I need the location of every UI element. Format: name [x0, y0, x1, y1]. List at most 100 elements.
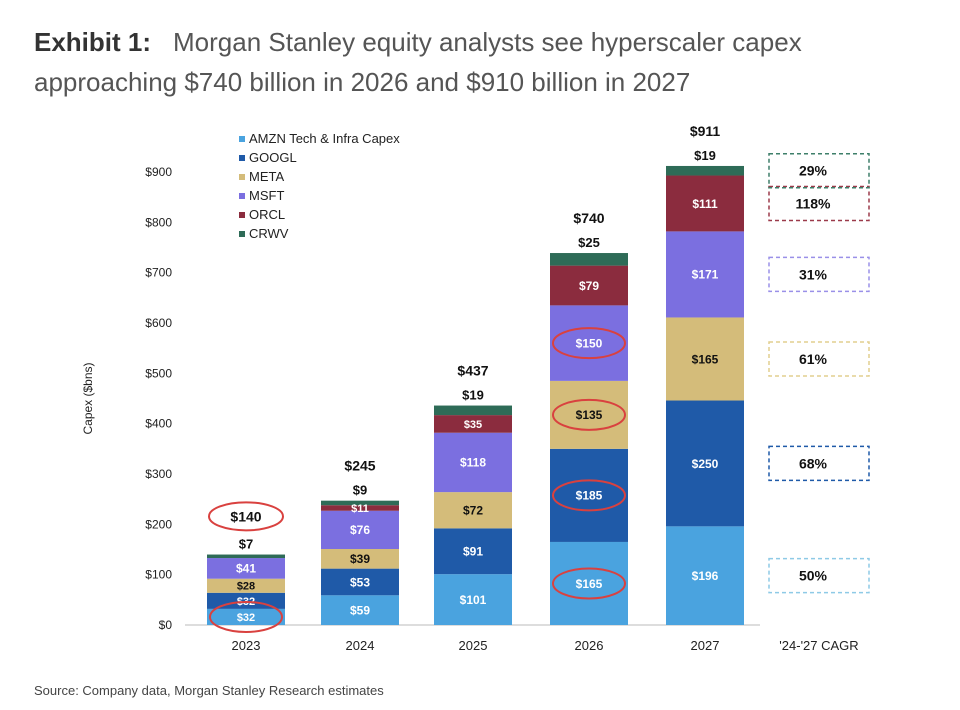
bar-segment-msft [207, 558, 285, 579]
y-axis-title: Capex ($bns) [81, 362, 95, 434]
bar-segment-label: $165 [692, 352, 719, 366]
bar-segment-amzn [207, 608, 285, 625]
bar-segment-meta [550, 380, 628, 449]
bar-segment-crwv [666, 165, 744, 176]
legend-swatch [239, 193, 245, 199]
bar-segment-crwv [321, 500, 399, 506]
bar-top-segment-label: $19 [462, 388, 484, 403]
cagr-value: 29% [799, 163, 828, 179]
source-note: Source: Company data, Morgan Stanley Res… [34, 683, 384, 698]
highlight-ellipse [208, 501, 284, 532]
bar-total-label: $140 [230, 508, 261, 524]
bar-segment-googl [321, 568, 399, 596]
legend-label: GOOGL [249, 150, 297, 165]
bar-segment-label: $171 [692, 268, 719, 282]
cagr-value: 50% [799, 568, 828, 584]
bar-segment-amzn [666, 526, 744, 625]
bar-segment-label: $28 [237, 581, 255, 593]
bar-segment-googl [434, 528, 512, 575]
cagr-value: 68% [799, 455, 828, 471]
bar-segment-googl [666, 400, 744, 527]
legend-swatch [239, 231, 245, 237]
bar-segment-orcl [321, 505, 399, 511]
bar-segment-label: $53 [350, 575, 370, 589]
y-tick-label: $300 [145, 467, 172, 481]
bar-segment-msft [321, 510, 399, 549]
bar-segment-label: $135 [576, 408, 603, 422]
highlight-ellipse [209, 600, 283, 633]
y-tick-label: $100 [145, 568, 172, 582]
bar-segment-meta [666, 317, 744, 401]
bar-segment-orcl [550, 265, 628, 306]
exhibit-label: Exhibit 1: [34, 27, 152, 57]
y-tick-label: $900 [145, 165, 172, 179]
bar-segment-label: $150 [576, 336, 603, 350]
bar-top-segment-label: $7 [239, 537, 253, 552]
bar-segment-label: $39 [350, 552, 370, 566]
bar-total-label: $245 [344, 458, 375, 474]
y-tick-label: $700 [145, 266, 172, 280]
legend-label: ORCL [249, 207, 285, 222]
bar-segment-label: $32 [237, 612, 255, 624]
bar-segment-label: $11 [351, 503, 369, 515]
cagr-box [768, 256, 870, 293]
bar-segment-label: $185 [576, 489, 603, 503]
x-tick-label: 2023 [232, 638, 261, 653]
bar-top-segment-label: $9 [353, 483, 367, 498]
bar-segment-label: $250 [692, 457, 719, 471]
x-tick-label: 2024 [346, 638, 375, 653]
bar-segment-orcl [666, 175, 744, 232]
bar-segment-meta [434, 492, 512, 529]
cagr-box [768, 341, 870, 377]
bar-segment-crwv [434, 405, 512, 416]
cagr-box [768, 445, 870, 482]
bar-segment-label: $91 [463, 545, 483, 559]
legend-swatch [239, 174, 245, 180]
x-tick-label: 2025 [459, 638, 488, 653]
y-tick-label: $200 [145, 517, 172, 531]
cagr-box [768, 557, 870, 594]
legend-label: CRWV [249, 226, 289, 241]
bar-segment-msft [434, 432, 512, 493]
bar-segment-label: $41 [236, 562, 256, 576]
highlight-ellipse [552, 479, 626, 512]
cagr-box [768, 185, 870, 222]
x-tick-label: 2027 [691, 638, 720, 653]
bar-segment-label: $111 [692, 197, 718, 211]
bar-segment-orcl [434, 415, 512, 433]
cagr-value: 61% [799, 351, 828, 367]
bar-segment-msft [666, 231, 744, 318]
bar-total-label: $437 [457, 363, 488, 379]
legend-label: AMZN Tech & Infra Capex [249, 131, 400, 146]
legend-label: MSFT [249, 188, 284, 203]
bar-segment-amzn [434, 574, 512, 625]
bar-segment-label: $196 [692, 569, 719, 583]
y-tick-label: $500 [145, 366, 172, 380]
bar-segment-meta [321, 548, 399, 569]
highlight-ellipse [552, 327, 626, 360]
x-tick-label-cagr: '24-'27 CAGR [779, 638, 858, 653]
bar-segment-label: $165 [576, 577, 603, 591]
bar-segment-label: $101 [460, 593, 487, 607]
y-tick-label: $800 [145, 215, 172, 229]
bar-segment-amzn [550, 541, 628, 625]
x-tick-label: 2026 [575, 638, 604, 653]
cagr-value: 118% [795, 195, 831, 211]
bar-top-segment-label: $25 [578, 235, 600, 250]
legend-swatch [239, 212, 245, 218]
legend-swatch [239, 136, 245, 142]
chart-title: Exhibit 1: Morgan Stanley equity analysts… [34, 22, 944, 102]
cagr-box [768, 152, 870, 189]
exhibit-title: Morgan Stanley equity analysts see hyper… [34, 27, 802, 97]
y-tick-label: $400 [145, 417, 172, 431]
bar-segment-amzn [321, 595, 399, 625]
bar-segment-label: $79 [579, 279, 599, 293]
legend-swatch [239, 155, 245, 161]
bar-segment-label: $118 [460, 456, 486, 470]
bar-segment-crwv [207, 554, 285, 559]
bar-segment-meta [207, 578, 285, 593]
bar-segment-crwv [550, 253, 628, 266]
bar-segment-googl [550, 448, 628, 542]
bar-segment-label: $76 [350, 523, 370, 537]
cagr-value: 31% [799, 266, 828, 282]
